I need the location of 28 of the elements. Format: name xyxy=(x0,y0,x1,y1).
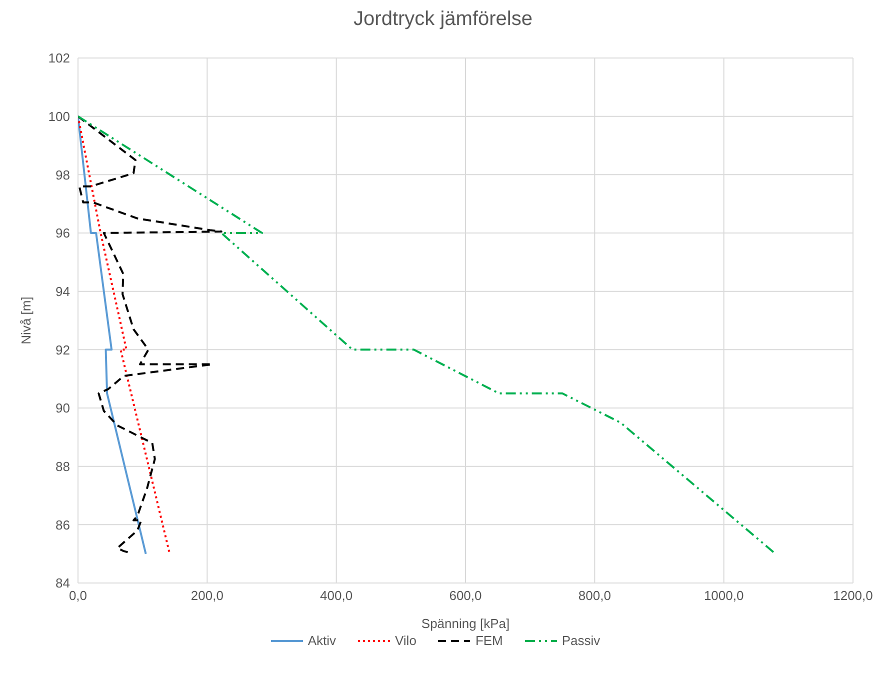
x-tick-label: 1000,0 xyxy=(704,588,744,604)
y-tick-label: 92 xyxy=(56,342,70,358)
x-tick-label: 200,0 xyxy=(190,588,224,604)
y-tick-label: 100 xyxy=(48,108,70,124)
y-tick-label: 102 xyxy=(48,50,70,66)
y-tick-label: 98 xyxy=(56,167,70,182)
line-series xyxy=(78,115,147,555)
y-tick-label: 84 xyxy=(56,576,70,591)
chart-title: Jordtryck jämförelse xyxy=(352,8,534,32)
y-tick-label: 88 xyxy=(56,458,70,474)
legend-label: Vilo xyxy=(394,633,416,648)
y-tick-label: 96 xyxy=(56,226,70,241)
line-series xyxy=(78,115,776,555)
y-tick-label: 94 xyxy=(56,284,70,299)
x-axis-title: Spänning [kPa] xyxy=(421,616,510,631)
x-tick-label: 1200,0 xyxy=(833,588,873,604)
y-tick-label: 90 xyxy=(56,400,70,416)
x-tick-label: 400,0 xyxy=(320,588,353,604)
legend-label: Aktiv xyxy=(306,633,336,648)
legend-label: Passiv xyxy=(560,633,600,648)
line-series xyxy=(78,115,171,555)
y-tick-label: 86 xyxy=(56,517,70,532)
y-axis-title: Nivå [m] xyxy=(18,296,34,344)
x-tick-label: 0,0 xyxy=(68,588,88,604)
x-tick-label: 600,0 xyxy=(449,588,482,604)
legend-label: FEM xyxy=(474,633,503,648)
x-tick-label: 800,0 xyxy=(578,588,611,604)
line-series xyxy=(78,115,222,554)
